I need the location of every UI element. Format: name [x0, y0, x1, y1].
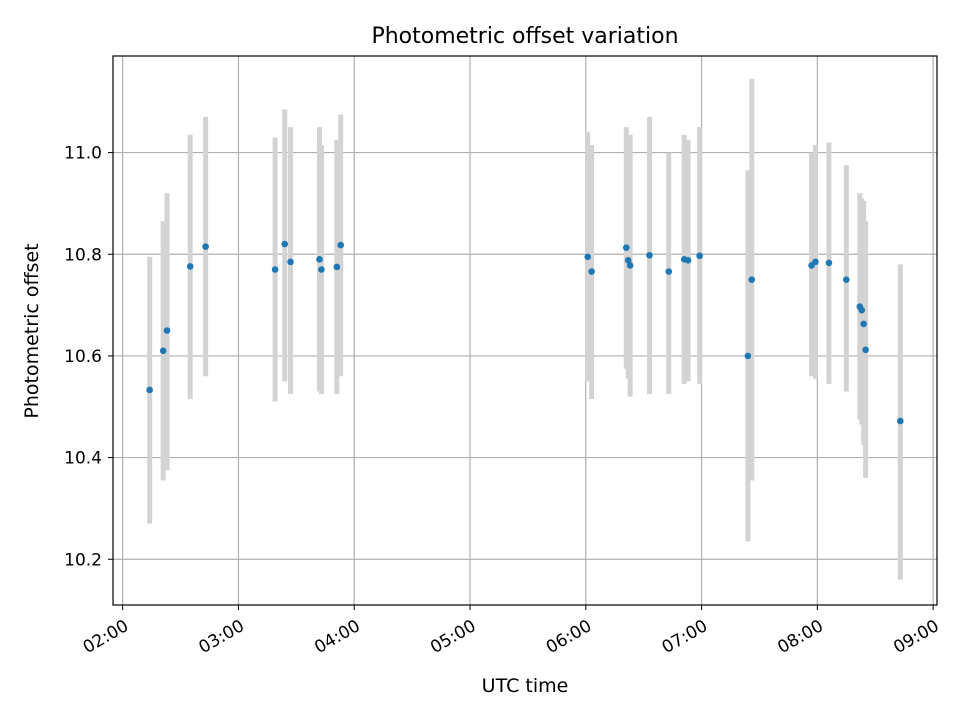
y-tick-label: 10.4	[64, 449, 102, 469]
data-point	[665, 268, 673, 275]
data-point	[696, 252, 703, 260]
data-point	[202, 243, 209, 250]
grid	[113, 56, 937, 605]
data-point	[860, 320, 867, 328]
data-point	[626, 262, 634, 269]
data-point	[624, 257, 632, 264]
data-point	[316, 256, 323, 263]
data-point	[318, 266, 325, 273]
data-points	[146, 240, 904, 425]
data-point	[271, 266, 279, 273]
data-point	[858, 306, 866, 314]
y-tick-label: 11.0	[64, 144, 102, 164]
data-point	[843, 276, 850, 283]
data-point	[744, 352, 752, 360]
data-point	[333, 263, 341, 271]
y-axis-label: Photometric offset	[21, 243, 43, 418]
data-point	[337, 241, 345, 249]
x-axis-label: UTC time	[482, 675, 569, 697]
data-point	[159, 347, 167, 355]
data-point	[646, 251, 653, 259]
chart-title: Photometric offset variation	[371, 24, 678, 49]
data-point	[684, 257, 692, 264]
data-point	[186, 263, 194, 270]
data-point	[287, 258, 294, 266]
y-axis: 10.2 10.4 10.6 10.8 11.0	[64, 144, 113, 570]
data-point	[897, 417, 904, 425]
data-point	[825, 259, 833, 267]
data-point	[588, 268, 595, 275]
y-tick-label: 10.8	[64, 245, 102, 265]
data-point	[623, 244, 630, 251]
data-point	[163, 327, 171, 334]
data-point	[812, 258, 819, 266]
data-point	[146, 386, 153, 394]
data-point	[748, 276, 756, 283]
data-point	[584, 253, 592, 261]
data-point	[862, 346, 869, 354]
plot-frame	[112, 55, 938, 606]
y-tick-label: 10.2	[64, 550, 102, 570]
data-point	[281, 240, 289, 248]
y-tick-label: 10.6	[64, 347, 102, 367]
